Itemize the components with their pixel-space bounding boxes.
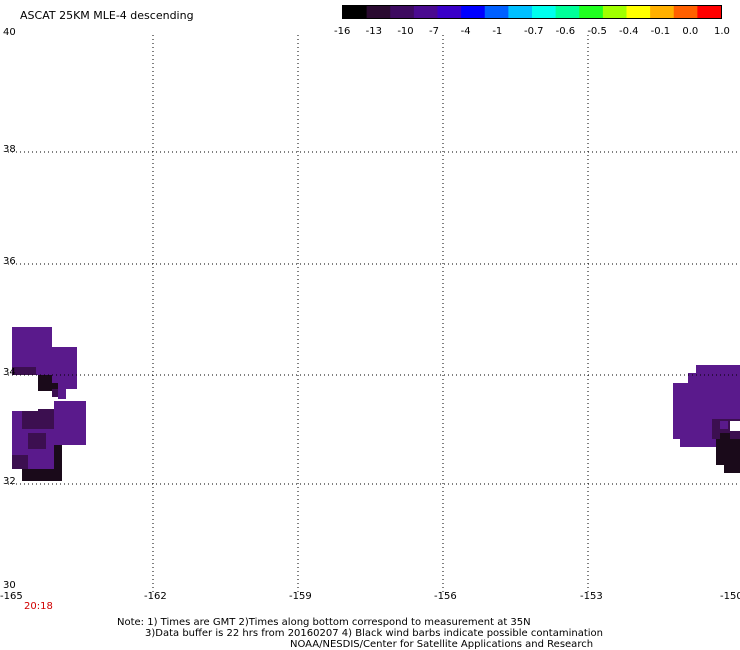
wind-cell <box>680 439 724 447</box>
wind-cell <box>12 367 37 375</box>
wind-cell <box>52 389 58 397</box>
wind-cell <box>720 421 728 429</box>
longitude-label: -153 <box>580 591 603 602</box>
wind-cell <box>54 445 62 473</box>
wind-cell <box>52 367 77 389</box>
colorbar-segment <box>602 6 627 18</box>
longitude-label: -150 <box>720 591 740 602</box>
colorbar-segment <box>579 6 604 18</box>
latitude-label: 40 <box>3 27 16 38</box>
no-data-gap <box>12 397 22 409</box>
colorbar-label: -4 <box>460 26 471 37</box>
colorbar-segment <box>461 6 486 18</box>
wind-cell <box>58 389 66 399</box>
map-plot <box>8 35 740 592</box>
wind-data-cells <box>12 327 740 481</box>
colorbar-segment <box>626 6 651 18</box>
colorbar-label: -0.4 <box>619 26 639 37</box>
colorbar-segment <box>532 6 557 18</box>
wind-cell <box>12 455 28 469</box>
colorbar-segment <box>555 6 580 18</box>
latitude-label: 34 <box>3 367 16 378</box>
colorbar-segment <box>343 6 368 18</box>
wind-cell <box>52 347 77 367</box>
colorbar-segment <box>437 6 462 18</box>
latitude-label: 30 <box>3 580 16 591</box>
colorbar-segment <box>390 6 415 18</box>
wind-cell <box>38 375 52 383</box>
colorbar-label: -0.1 <box>650 26 671 37</box>
wind-cell <box>696 365 740 375</box>
colorbar-label: -0.6 <box>555 26 576 37</box>
colorbar-segment <box>413 6 438 18</box>
longitude-label: -162 <box>144 591 167 602</box>
wind-cell <box>724 455 740 473</box>
colorbar-label: -0.7 <box>524 26 544 37</box>
graticule <box>8 35 740 592</box>
colorbar-segment <box>673 6 698 18</box>
colorbar-segment <box>697 6 721 18</box>
colorbar-label: -16 <box>334 26 351 37</box>
time-label: 20:18 <box>24 601 53 612</box>
wind-cell <box>22 409 54 429</box>
colorbar-segment <box>508 6 533 18</box>
colorbar-label: -1 <box>492 26 503 37</box>
colorbar-label: 0.0 <box>682 26 699 37</box>
wind-cell <box>28 473 62 481</box>
colorbar-label: -13 <box>365 26 382 37</box>
longitude-label: -159 <box>289 591 312 602</box>
colorbar-label: -0.5 <box>587 26 607 37</box>
colorbar-segment <box>484 6 509 18</box>
note-line-3: NOAA/NESDIS/Center for Satellite Applica… <box>290 639 594 650</box>
longitude-label: -165 <box>0 591 23 602</box>
colorbar-label: 1.0 <box>714 26 730 37</box>
colorbar-segment <box>650 6 675 18</box>
colorbar-label: -10 <box>397 26 414 37</box>
no-data-gap <box>730 421 740 431</box>
no-data-gap <box>38 391 52 399</box>
colorbar-segment <box>366 6 391 18</box>
wind-cell <box>688 373 740 383</box>
colorbar <box>342 5 722 19</box>
wind-cell <box>54 401 86 445</box>
colorbar-label: -7 <box>429 26 439 37</box>
latitude-label: 36 <box>3 256 16 267</box>
wind-cell <box>12 327 52 367</box>
wind-cell <box>38 383 58 391</box>
wind-cell <box>12 409 22 469</box>
latitude-label: 32 <box>3 476 16 487</box>
longitude-label: -156 <box>434 591 457 602</box>
wind-cell <box>36 367 52 375</box>
latitude-label: 38 <box>3 144 16 155</box>
map-title: ASCAT 25KM MLE-4 descending <box>20 9 194 22</box>
note-line-2: 3)Data buffer is 22 hrs from 20160207 4)… <box>145 628 603 639</box>
wind-cell <box>28 433 46 449</box>
wind-cell <box>730 429 740 439</box>
note-line-1: Note: 1) Times are GMT 2)Times along bot… <box>117 617 531 628</box>
